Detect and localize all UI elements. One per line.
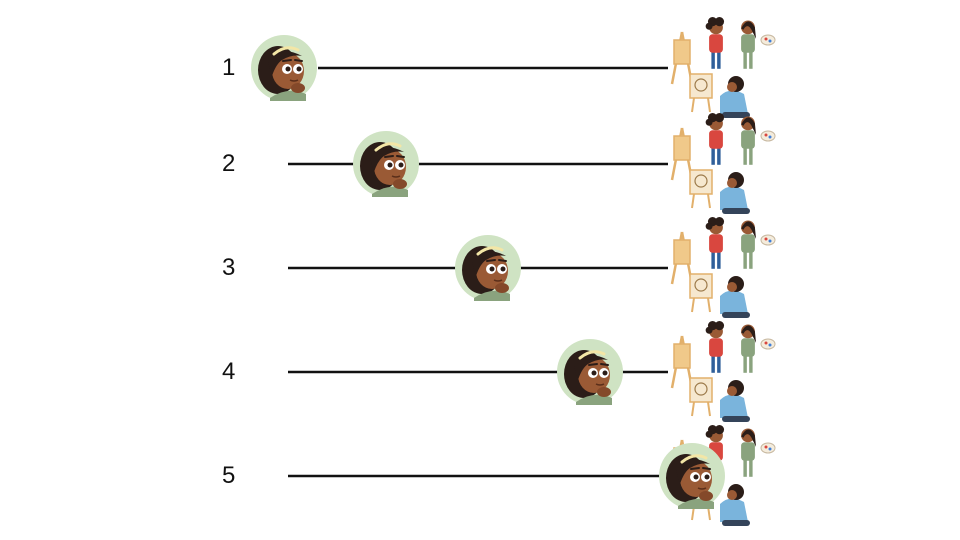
art-class-group-icon [670,17,776,118]
row-number-label: 5 [222,462,236,489]
art-class-group-icon [670,321,776,422]
row-number-label: 4 [222,358,236,385]
girl-avatar-icon [455,235,521,301]
girl-avatar-icon [557,339,623,405]
girl-avatar-icon [659,443,725,509]
art-class-group-icon [670,113,776,214]
row-number-label: 1 [222,54,236,81]
row-number-label: 3 [222,254,236,281]
row-number-label: 2 [222,150,236,177]
girl-avatar-icon [353,131,419,197]
art-class-group-icon [670,217,776,318]
girl-avatar-icon [251,35,317,101]
